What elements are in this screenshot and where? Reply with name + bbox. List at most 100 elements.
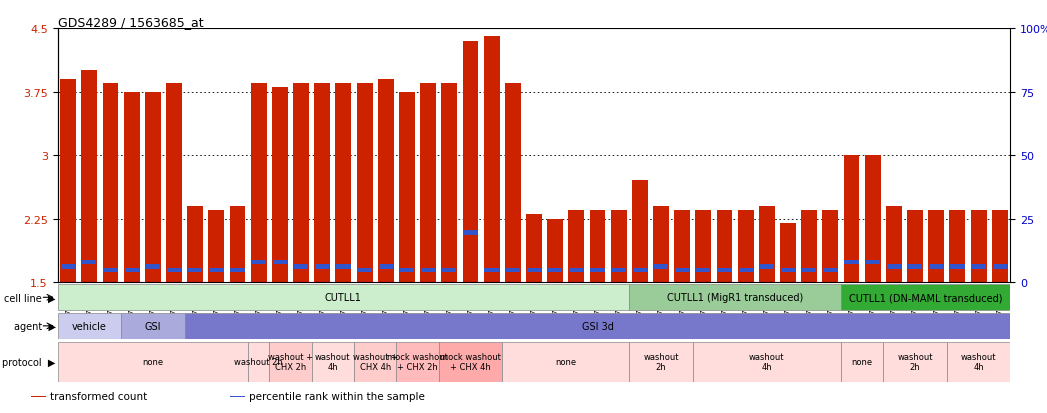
Bar [397, 342, 439, 382]
Bar [781, 268, 795, 272]
Bar [527, 268, 541, 272]
Bar [269, 342, 312, 382]
Text: cell line  ▶: cell line ▶ [4, 292, 55, 303]
Bar [335, 84, 352, 282]
Bar [946, 342, 1010, 382]
Bar [184, 313, 1010, 339]
Bar [484, 37, 499, 282]
Bar [58, 285, 629, 311]
Bar [802, 268, 817, 272]
Bar [759, 206, 775, 282]
Bar [823, 268, 838, 272]
Text: agent  ▶: agent ▶ [14, 321, 55, 331]
Bar [248, 342, 269, 382]
Text: GSI 3d: GSI 3d [581, 321, 614, 331]
Bar [505, 84, 520, 282]
Bar [420, 84, 436, 282]
Bar [188, 268, 202, 272]
Bar [439, 342, 503, 382]
Text: percentile rank within the sample: percentile rank within the sample [249, 392, 425, 401]
Text: washout +
CHX 2h: washout + CHX 2h [268, 352, 313, 371]
Bar [354, 342, 397, 382]
Bar [251, 84, 267, 282]
Text: washout 2h: washout 2h [235, 357, 283, 366]
Bar [506, 268, 520, 272]
Bar [887, 265, 901, 269]
Text: CUTLL1: CUTLL1 [325, 292, 362, 303]
Text: CUTLL1 (MigR1 transduced): CUTLL1 (MigR1 transduced) [667, 292, 803, 303]
Text: washout
2h: washout 2h [643, 352, 678, 371]
Bar [841, 285, 1010, 311]
Bar [485, 268, 498, 272]
Bar [58, 313, 121, 339]
Bar [357, 84, 373, 282]
Bar [379, 265, 393, 269]
Bar [629, 342, 693, 382]
Bar [865, 156, 881, 282]
Bar [464, 231, 477, 235]
Bar [610, 211, 626, 282]
Bar [674, 211, 690, 282]
Text: mock washout
+ CHX 2h: mock washout + CHX 2h [387, 352, 448, 371]
Bar [696, 268, 711, 272]
Bar [442, 268, 456, 272]
Bar [378, 80, 394, 282]
Text: GSI: GSI [144, 321, 161, 331]
Bar [125, 268, 139, 272]
Bar [629, 285, 841, 311]
Bar [61, 265, 75, 269]
Bar [611, 268, 626, 272]
Bar [230, 396, 245, 397]
Bar [951, 265, 964, 269]
Text: washout
4h: washout 4h [749, 352, 784, 371]
Bar [929, 265, 943, 269]
Bar [103, 84, 118, 282]
Text: washout
2h: washout 2h [897, 352, 933, 371]
Bar [738, 268, 753, 272]
Text: washout
4h: washout 4h [315, 352, 351, 371]
Bar [654, 265, 668, 269]
Text: none: none [555, 357, 576, 366]
Bar [124, 92, 139, 282]
Bar [166, 268, 181, 272]
Bar [336, 265, 351, 269]
Bar [632, 181, 648, 282]
Bar [104, 268, 117, 272]
Bar [845, 261, 859, 265]
Text: protocol  ▶: protocol ▶ [2, 357, 55, 367]
Bar [841, 342, 884, 382]
Bar [294, 265, 308, 269]
Bar [83, 261, 96, 265]
Bar [823, 211, 839, 282]
Bar [548, 219, 563, 282]
Bar [738, 211, 754, 282]
Bar [121, 313, 184, 339]
Bar [314, 84, 330, 282]
Bar [907, 211, 923, 282]
Bar [780, 223, 796, 282]
Bar [972, 265, 985, 269]
Bar [760, 265, 774, 269]
Text: washout +
CHX 4h: washout + CHX 4h [353, 352, 398, 371]
Bar [399, 92, 415, 282]
Bar [146, 265, 160, 269]
Text: GDS4289 / 1563685_at: GDS4289 / 1563685_at [58, 16, 203, 29]
Bar [31, 396, 46, 397]
Bar [82, 71, 97, 282]
Bar [209, 268, 223, 272]
Bar [312, 342, 354, 382]
Text: vehicle: vehicle [72, 321, 107, 331]
Bar [229, 206, 245, 282]
Bar [675, 268, 689, 272]
Bar [866, 261, 879, 265]
Bar [717, 268, 732, 272]
Bar [653, 206, 669, 282]
Text: transformed count: transformed count [50, 392, 148, 401]
Text: none: none [142, 357, 163, 366]
Bar [884, 342, 946, 382]
Bar [315, 265, 330, 269]
Bar [716, 211, 733, 282]
Bar [570, 268, 583, 272]
Text: CUTLL1 (DN-MAML transduced): CUTLL1 (DN-MAML transduced) [849, 292, 1002, 303]
Bar [908, 265, 922, 269]
